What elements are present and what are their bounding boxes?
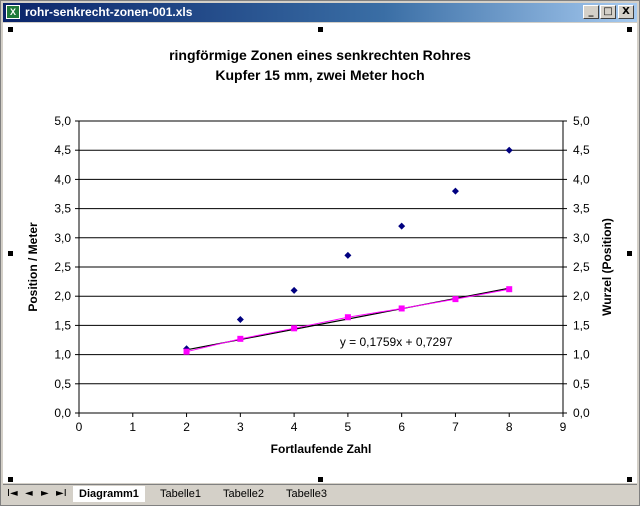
x-axis-label: Fortlaufende Zahl — [271, 442, 372, 456]
x-tick-label: 5 — [345, 420, 352, 434]
y2-tick-label: 4,0 — [573, 172, 590, 186]
data-point — [291, 325, 298, 332]
y2-tick-label: 4,5 — [573, 143, 590, 157]
data-point — [290, 286, 298, 294]
x-tick-label: 2 — [183, 420, 190, 434]
tab-tabelle3[interactable]: Tabelle3 — [286, 488, 327, 500]
data-point — [236, 316, 244, 324]
excel-app-icon[interactable]: X — [6, 5, 20, 19]
restore-button[interactable]: □ — [600, 5, 616, 19]
chart-plot[interactable]: 0,0 0,0 0,5 0,5 1,0 1,0 1,5 1,5 2,0 2,0 2,5 2,5 3,0 3… — [3, 23, 637, 483]
data-point — [344, 251, 352, 259]
y-tick-label: 1,0 — [54, 348, 71, 362]
data-point — [183, 348, 190, 355]
y-tick-label: 3,0 — [54, 231, 71, 245]
x-tick-label: 9 — [560, 420, 567, 434]
x-tick-label: 8 — [506, 420, 513, 434]
selection-handle-tr[interactable] — [627, 27, 632, 32]
first-sheet-button[interactable]: I◄ — [7, 488, 18, 499]
trendline-equation: y = 0,1759x + 0,7297 — [340, 335, 453, 349]
y2-tick-label: 3,0 — [573, 231, 590, 245]
y2-tick-label: 0,5 — [573, 377, 590, 391]
tab-tabelle1[interactable]: Tabelle1 — [160, 488, 201, 500]
data-point — [344, 314, 351, 321]
data-point — [452, 296, 459, 303]
title-bar[interactable]: X rohr-senkrecht-zonen-001.xls _ □ X — [3, 3, 637, 22]
x-tick-label: 0 — [76, 420, 83, 434]
y-tick-label: 0,5 — [54, 377, 71, 391]
data-point — [451, 187, 459, 195]
tab-diagramm1[interactable]: Diagramm1 — [73, 486, 145, 502]
data-point — [505, 146, 513, 154]
x-tick-label: 4 — [291, 420, 298, 434]
y-axis-label: Position / Meter — [26, 222, 40, 312]
data-point — [237, 335, 244, 342]
y-tick-label: 2,0 — [54, 289, 71, 303]
selection-handle-br[interactable] — [627, 477, 632, 482]
y-tick-label: 5,0 — [54, 114, 71, 128]
x-tick-label: 3 — [237, 420, 244, 434]
y2-tick-label: 5,0 — [573, 114, 590, 128]
selection-handle-bl[interactable] — [8, 477, 13, 482]
y2-tick-label: 0,0 — [573, 406, 590, 420]
y2-tick-label: 3,5 — [573, 202, 590, 216]
data-point — [398, 305, 405, 312]
x-tick-label: 1 — [129, 420, 136, 434]
chart-sheet[interactable]: ringförmige Zonen eines senkrechten Rohr… — [3, 23, 637, 483]
y2-tick-label: 2,0 — [573, 289, 590, 303]
sheet-tab-bar: I◄ ◄ ► ►I Diagramm1 Tabelle1 Tabelle2 Ta… — [3, 484, 637, 504]
y2-axis-label: Wurzel (Position) — [600, 218, 614, 316]
y2-tick-label: 2,5 — [573, 260, 590, 274]
last-sheet-button[interactable]: ►I — [56, 488, 67, 499]
prev-sheet-button[interactable]: ◄ — [25, 488, 33, 499]
data-point — [398, 222, 406, 230]
selection-handle-ml[interactable] — [8, 251, 13, 256]
x-tick-label: 7 — [452, 420, 459, 434]
y-tick-label: 1,5 — [54, 318, 71, 332]
y-tick-label: 0,0 — [54, 406, 71, 420]
y-tick-label: 4,5 — [54, 143, 71, 157]
y2-tick-label: 1,0 — [573, 348, 590, 362]
selection-handle-mr[interactable] — [627, 251, 632, 256]
window-title: rohr-senkrecht-zonen-001.xls — [25, 5, 193, 19]
y-tick-label: 3,5 — [54, 202, 71, 216]
data-point — [506, 286, 513, 293]
y-tick-label: 4,0 — [54, 172, 71, 186]
minimize-button[interactable]: _ — [583, 5, 599, 19]
y2-tick-label: 1,5 — [573, 318, 590, 332]
chart-title[interactable]: ringförmige Zonen eines senkrechten Rohr… — [169, 47, 471, 63]
selection-handle-bc[interactable] — [318, 477, 323, 482]
tab-tabelle2[interactable]: Tabelle2 — [223, 488, 264, 500]
next-sheet-button[interactable]: ► — [41, 488, 49, 499]
chart-subtitle[interactable]: Kupfer 15 mm, zwei Meter hoch — [215, 67, 425, 83]
selection-handle-tc[interactable] — [318, 27, 323, 32]
selection-handle-tl[interactable] — [8, 27, 13, 32]
close-button[interactable]: X — [618, 5, 634, 19]
x-tick-label: 6 — [398, 420, 405, 434]
y-tick-label: 2,5 — [54, 260, 71, 274]
